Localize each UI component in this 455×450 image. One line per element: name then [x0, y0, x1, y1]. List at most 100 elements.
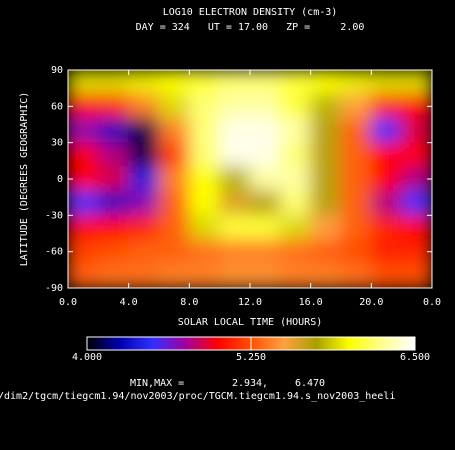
heat-cell: [340, 142, 372, 168]
heat-cell: [340, 93, 372, 119]
heat-cell: [188, 166, 221, 192]
heat-cell: [219, 70, 251, 95]
y-tick-label: 30: [51, 138, 63, 149]
heat-cell: [279, 142, 312, 168]
heat-cell: [370, 117, 403, 144]
stats-max: 6.470: [295, 378, 325, 389]
heat-cell: [370, 70, 403, 95]
heat-cell: [340, 190, 372, 216]
heat-cell: [279, 117, 312, 144]
heat-cell: [68, 142, 99, 168]
heat-cell: [279, 93, 312, 119]
chart-title: LOG10 ELECTRON DENSITY (cm-3): [163, 7, 338, 18]
heat-cell: [219, 263, 251, 288]
heat-cell: [370, 214, 403, 241]
x-tick-label: 0.0: [423, 297, 441, 308]
heat-cell: [188, 93, 221, 119]
heat-cell: [340, 214, 372, 241]
heat-cell: [128, 142, 160, 168]
heat-cell: [249, 190, 281, 216]
heat-cell: [249, 117, 281, 144]
x-tick-label: 20.0: [359, 297, 383, 308]
heat-cell: [188, 263, 221, 288]
heat-cell: [310, 239, 342, 265]
heat-cell: [188, 117, 221, 144]
heat-cell: [340, 117, 372, 144]
heat-cell: [401, 214, 432, 241]
heat-cell: [279, 263, 312, 288]
heat-cell: [219, 239, 251, 265]
heat-cell: [188, 70, 221, 95]
x-tick-label: 16.0: [299, 297, 323, 308]
heat-cell: [401, 166, 432, 192]
heat-cell: [370, 142, 403, 168]
heat-cell: [128, 166, 160, 192]
heat-cell: [401, 117, 432, 144]
heat-cell: [188, 142, 221, 168]
heat-cell: [158, 166, 190, 192]
heat-cell: [219, 117, 251, 144]
x-tick-label: 12.0: [238, 297, 262, 308]
heat-cell: [310, 117, 342, 144]
y-tick-label: 60: [51, 101, 63, 112]
heat-cell: [340, 70, 372, 95]
heat-cell: [97, 142, 130, 168]
heat-cell: [310, 190, 342, 216]
heat-cell: [128, 214, 160, 241]
heat-cell: [158, 239, 190, 265]
heat-cell: [158, 70, 190, 95]
colorbar-tick-label: 5.250: [236, 352, 266, 363]
y-tick-label: 0: [57, 174, 63, 185]
heat-cell: [310, 142, 342, 168]
heat-cell: [249, 263, 281, 288]
heat-cell: [219, 93, 251, 119]
y-tick-label: -30: [45, 210, 63, 221]
file-path: /dim2/tgcm/tiegcm1.94/nov2003/proc/TGCM.…: [0, 391, 395, 402]
heat-cell: [68, 214, 99, 241]
heat-cell: [68, 117, 99, 144]
heat-cell: [249, 166, 281, 192]
heat-cell: [68, 239, 99, 265]
heat-cell: [370, 93, 403, 119]
heat-cell: [68, 93, 99, 119]
heat-cell: [128, 70, 160, 95]
heat-cell: [188, 190, 221, 216]
heat-cell: [279, 190, 312, 216]
heat-cell: [188, 239, 221, 265]
heat-cell: [219, 214, 251, 241]
heat-cell: [249, 70, 281, 95]
heatmap: [68, 70, 432, 288]
heat-cell: [158, 190, 190, 216]
heat-cell: [97, 93, 130, 119]
y-tick-label: -60: [45, 247, 63, 258]
heat-cell: [279, 70, 312, 95]
heat-cell: [97, 263, 130, 288]
x-tick-label: 8.0: [180, 297, 198, 308]
heat-cell: [219, 142, 251, 168]
heat-cell: [97, 214, 130, 241]
heat-cell: [249, 239, 281, 265]
heat-cell: [370, 166, 403, 192]
heat-cell: [279, 239, 312, 265]
heat-cell: [158, 117, 190, 144]
heat-cell: [401, 142, 432, 168]
heat-cell: [249, 214, 281, 241]
heat-cell: [97, 117, 130, 144]
heat-cell: [370, 263, 403, 288]
colorbar-tick-label: 6.500: [400, 352, 430, 363]
heat-cell: [158, 214, 190, 241]
heat-cell: [68, 190, 99, 216]
heat-cell: [128, 117, 160, 144]
heat-cell: [279, 166, 312, 192]
colorbar-tick-label: 4.000: [72, 352, 102, 363]
heat-cell: [310, 166, 342, 192]
heat-cell: [310, 93, 342, 119]
heat-cell: [158, 263, 190, 288]
chart-subtitle: DAY = 324 UT = 17.00 ZP = 2.00: [136, 22, 365, 33]
heat-cell: [188, 214, 221, 241]
heat-cell: [128, 239, 160, 265]
heat-cell: [401, 93, 432, 119]
x-tick-label: 4.0: [120, 297, 138, 308]
heat-cell: [370, 190, 403, 216]
